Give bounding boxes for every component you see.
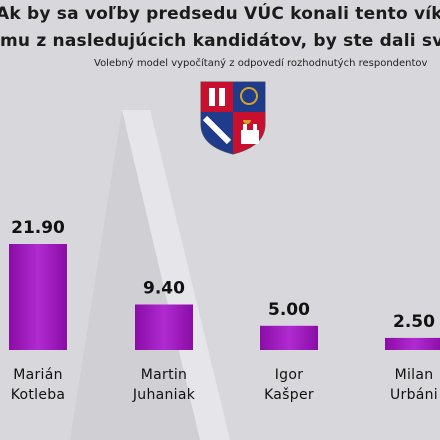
category-label: Marián (13, 367, 63, 383)
coat-of-arms-icon (200, 81, 266, 155)
bar-value-label: 9.40 (143, 279, 185, 299)
bar-3 (385, 337, 440, 350)
bar-2 (260, 325, 318, 350)
question-line-1: Ak by sa voľby predsedu VÚC konali tento… (0, 4, 440, 24)
category-label: Martin (141, 367, 187, 383)
bar-1 (135, 304, 193, 350)
category-label: Urbáni (390, 387, 438, 403)
category-label: Juhaniak (132, 387, 196, 403)
bar-0 (9, 244, 67, 350)
bar-value-label: 21.90 (11, 218, 65, 238)
category-label: Kašper (264, 387, 314, 403)
bar-value-label: 2.50 (393, 312, 435, 332)
bar-value-label: 5.00 (268, 300, 310, 320)
category-label: Igor (275, 367, 304, 383)
question-line-2: mu z nasledujúcich kandidátov, by ste da… (0, 31, 440, 51)
category-label: Milan (395, 367, 434, 383)
category-label: Kotleba (11, 387, 66, 403)
chart-subtitle: Volebný model vypočítaný z odpovedí rozh… (94, 58, 428, 69)
